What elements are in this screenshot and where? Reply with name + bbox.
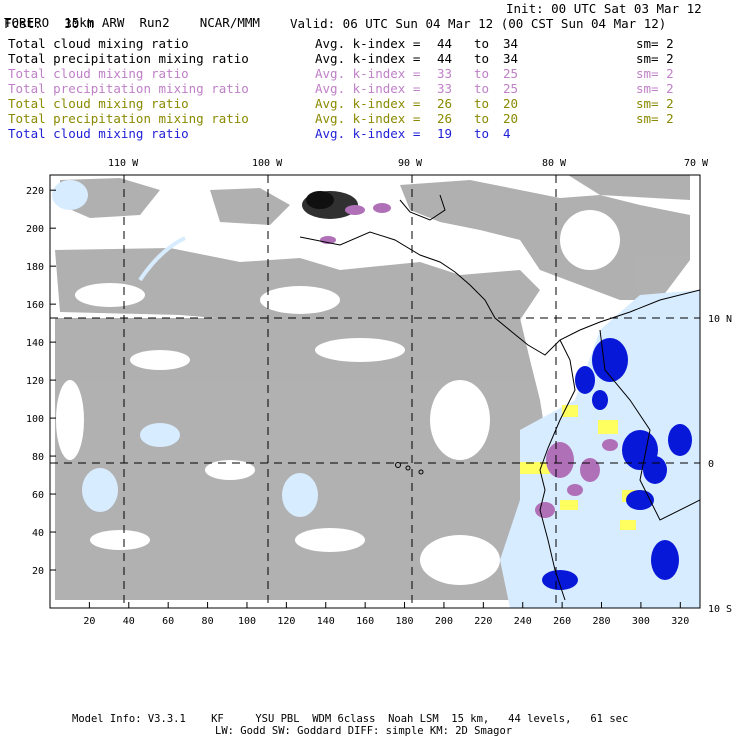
- x-tick-label: 80: [202, 616, 214, 627]
- y-tick-label: 60: [32, 490, 44, 501]
- legend-to-word: to: [474, 66, 490, 81]
- legend-smoothing: sm= 2: [636, 36, 674, 51]
- legend-to: 4: [503, 126, 511, 141]
- legend-avg-label: Avg. k-index =: [315, 81, 421, 96]
- legend-to: 34: [503, 36, 519, 51]
- legend-field: Total cloud mixing ratio: [8, 126, 189, 141]
- legend-smoothing: sm= 2: [636, 51, 674, 66]
- model-info: Model Info: V3.3.1 KF YSU PBL WDM 6class…: [72, 713, 629, 725]
- lon-label: 90 W: [398, 158, 423, 169]
- x-tick-label: 320: [671, 616, 689, 627]
- legend-to-word: to: [474, 96, 490, 111]
- y-tick-label: 100: [26, 414, 44, 425]
- legend-from: 26: [437, 96, 453, 111]
- x-tick-label: 60: [162, 616, 174, 627]
- legend-to: 25: [503, 66, 519, 81]
- y-tick-label: 140: [26, 338, 44, 349]
- y-tick-label: 220: [26, 186, 44, 197]
- y-tick-label: 80: [32, 452, 44, 463]
- y-tick-label: 180: [26, 262, 44, 273]
- legend-from: 33: [437, 66, 453, 81]
- legend-smoothing: sm= 2: [636, 96, 674, 111]
- legend-avg-label: Avg. k-index =: [315, 96, 421, 111]
- x-tick-label: 220: [474, 616, 492, 627]
- axis-ticks: [50, 189, 681, 608]
- x-tick-label: 20: [83, 616, 95, 627]
- lat-label: 10 N: [708, 314, 732, 325]
- legend-to-word: to: [474, 51, 490, 66]
- legend-smoothing: sm= 2: [636, 111, 674, 126]
- legend-field: Total precipitation mixing ratio: [8, 51, 249, 66]
- legend-from: 44: [437, 51, 453, 66]
- legend-field: Total precipitation mixing ratio: [8, 111, 249, 126]
- weather-fields: [52, 175, 700, 608]
- clear-sky-gaps: [56, 210, 620, 585]
- x-tick-label: 200: [435, 616, 453, 627]
- legend-field: Total cloud mixing ratio: [8, 96, 189, 111]
- y-tick-label: 160: [26, 300, 44, 311]
- light-blue-field: [52, 180, 700, 608]
- lon-label: 100 W: [252, 158, 283, 169]
- legend-from: 44: [437, 36, 453, 51]
- physics-info: LW: Godd SW: Goddard DIFF: simple KM: 2D…: [215, 725, 513, 737]
- x-tick-label: 120: [277, 616, 295, 627]
- legend-to: 20: [503, 96, 519, 111]
- x-tick-label: 140: [317, 616, 335, 627]
- lat-label: 10 S: [708, 604, 732, 615]
- coastlines: [299, 194, 700, 601]
- y-tick-label: 20: [32, 566, 44, 577]
- legend-avg-label: Avg. k-index =: [315, 66, 421, 81]
- legend-avg-label: Avg. k-index =: [315, 51, 421, 66]
- legend-to: 25: [503, 81, 519, 96]
- legend-from: 33: [437, 81, 453, 96]
- x-axis-labels: 20 40 60 80 100 120 140 160 180 200 220 240 260 280 30…: [83, 616, 689, 627]
- forecast-hour: Fcst: 30 h: [4, 16, 95, 31]
- x-tick-label: 280: [592, 616, 610, 627]
- legend-to: 20: [503, 111, 519, 126]
- legend-to-word: to: [474, 81, 490, 96]
- y-axis-labels: 20 40 60 80 100 120 140 160 180 200 220: [26, 186, 44, 577]
- model-title: TORERO 15km ARW Run2 NCAR/MMM: [4, 15, 260, 30]
- legend-field: Total precipitation mixing ratio: [8, 81, 249, 96]
- lat-label: 0: [708, 459, 714, 470]
- legend-to-word: to: [474, 36, 490, 51]
- lon-label: 70 W: [684, 158, 709, 169]
- purple-field: [535, 439, 618, 518]
- blue-field: [542, 338, 692, 590]
- x-tick-label: 40: [123, 616, 135, 627]
- x-tick-label: 100: [238, 616, 256, 627]
- legend-avg-label: Avg. k-index =: [315, 36, 421, 51]
- legend-to-word: to: [474, 111, 490, 126]
- x-tick-label: 180: [396, 616, 414, 627]
- lat-lon-grid: [50, 175, 700, 608]
- lon-label: 80 W: [542, 158, 567, 169]
- y-tick-label: 40: [32, 528, 44, 539]
- y-tick-label: 200: [26, 224, 44, 235]
- x-tick-label: 300: [632, 616, 650, 627]
- legend-avg-label: Avg. k-index =: [315, 126, 421, 141]
- lon-label: 110 W: [108, 158, 139, 169]
- legend-to: 34: [503, 51, 519, 66]
- legend-from: 19: [437, 126, 453, 141]
- legend-smoothing: sm= 2: [636, 81, 674, 96]
- map-frame: [49, 174, 701, 609]
- y-tick-label: 120: [26, 376, 44, 387]
- legend-avg-label: Avg. k-index =: [315, 111, 421, 126]
- legend-to-word: to: [474, 126, 490, 141]
- legend-smoothing: sm= 2: [636, 66, 674, 81]
- x-tick-label: 240: [514, 616, 532, 627]
- legend-from: 26: [437, 111, 453, 126]
- legend-field: Total cloud mixing ratio: [8, 36, 189, 51]
- legend-field: Total cloud mixing ratio: [8, 66, 189, 81]
- init-time: Init: 00 UTC Sat 03 Mar 12: [506, 1, 702, 16]
- cloud-field-gray: [55, 175, 690, 600]
- x-tick-label: 160: [356, 616, 374, 627]
- x-tick-label: 260: [553, 616, 571, 627]
- valid-time: Valid: 06 UTC Sun 04 Mar 12 (00 CST Sun …: [290, 16, 667, 31]
- heavy-cloud-patch: [302, 191, 391, 244]
